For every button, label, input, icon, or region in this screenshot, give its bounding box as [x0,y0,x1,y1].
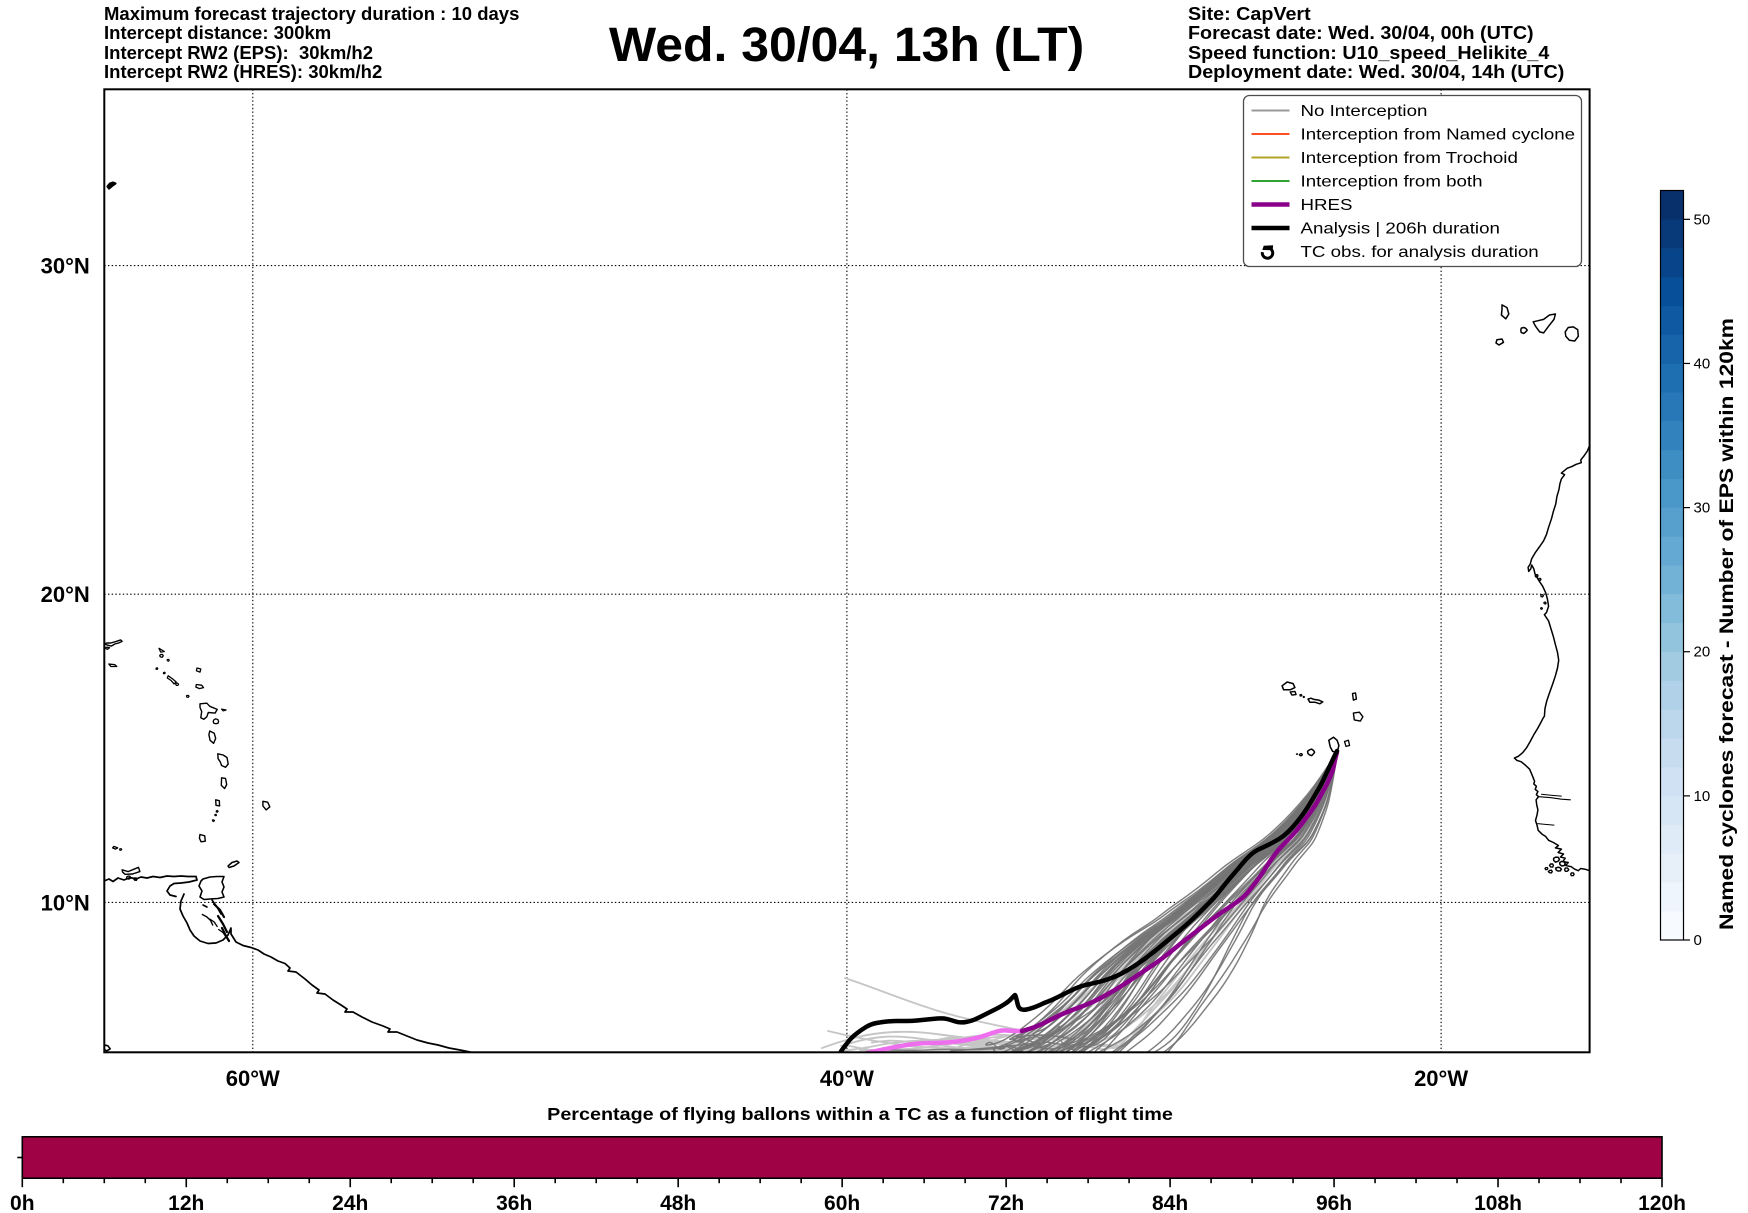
svg-text:Interception from Trochoid: Interception from Trochoid [1301,148,1518,166]
svg-text:10°N: 10°N [41,890,90,915]
svg-text:96h: 96h [1316,1192,1352,1213]
svg-text:20: 20 [1694,644,1711,661]
svg-text:84h: 84h [1152,1192,1188,1213]
svg-text:30°N: 30°N [41,254,90,279]
svg-text:No Interception: No Interception [1301,101,1428,119]
svg-text:12h: 12h [168,1192,204,1213]
svg-text:20°W: 20°W [1414,1066,1468,1091]
svg-text:HRES: HRES [1301,195,1353,213]
svg-text:60°W: 60°W [226,1066,280,1091]
svg-text:48h: 48h [660,1192,696,1213]
svg-text:40°W: 40°W [820,1066,874,1091]
svg-text:60h: 60h [824,1192,860,1213]
svg-text:108h: 108h [1474,1192,1522,1213]
svg-text:72h: 72h [988,1192,1024,1213]
svg-text:10: 10 [1694,788,1711,805]
svg-text:36h: 36h [496,1192,532,1213]
svg-text:Interception from both: Interception from both [1301,172,1483,190]
svg-text:Analysis | 206h duration: Analysis | 206h duration [1301,219,1500,237]
svg-text:Interception from Named cyclon: Interception from Named cyclone [1301,125,1576,143]
svg-text:24h: 24h [332,1192,368,1213]
svg-text:50: 50 [1694,211,1711,228]
svg-text:120h: 120h [1638,1192,1686,1213]
svg-text:Named cyclones forecast - Numb: Named cyclones forecast - Number of EPS … [1717,318,1738,930]
svg-text:20°N: 20°N [41,582,90,607]
svg-text:0: 0 [1694,932,1702,949]
svg-text:TC obs. for analysis duration: TC obs. for analysis duration [1301,242,1539,260]
svg-text:0h: 0h [10,1192,35,1213]
svg-text:30: 30 [1694,500,1711,517]
svg-text:40: 40 [1694,355,1711,372]
svg-text:Percentage of flying ballons w: Percentage of flying ballons within a TC… [547,1104,1173,1124]
